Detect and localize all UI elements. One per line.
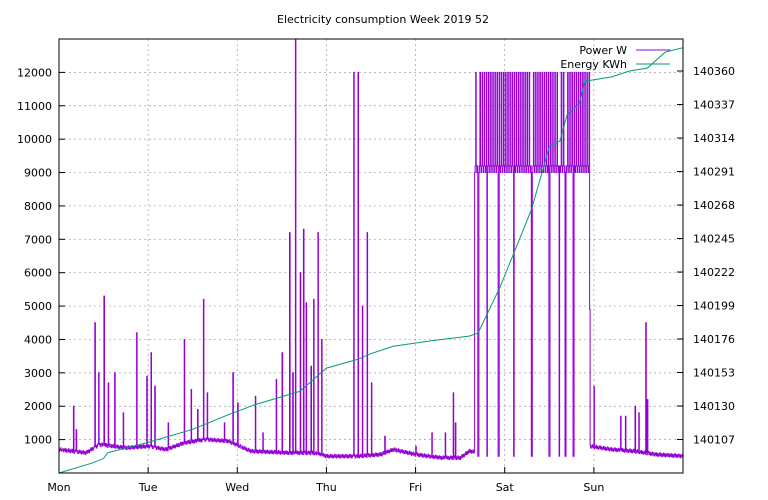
y-right-tick-label: 140291 xyxy=(693,166,735,179)
y-right-tick-label: 140360 xyxy=(693,65,735,78)
y-left-tick-label: 6000 xyxy=(24,267,52,280)
y-left-tick-label: 10000 xyxy=(17,133,52,146)
x-tick-label: Fri xyxy=(409,481,422,494)
x-tick-label: Tue xyxy=(138,481,158,494)
plot-frame xyxy=(58,38,684,474)
energy-line xyxy=(58,47,684,474)
legend: Power W Energy KWh xyxy=(560,44,670,71)
y-right-tick-label: 140337 xyxy=(693,99,735,112)
y-left-tick-label: 3000 xyxy=(24,367,52,380)
y-left-tick-label: 7000 xyxy=(24,233,52,246)
x-tick-label: Thu xyxy=(315,481,337,494)
x-tick-label: Mon xyxy=(47,481,70,494)
y-left-tick-label: 2000 xyxy=(24,400,52,413)
x-tick-label: Sun xyxy=(583,481,604,494)
power-series xyxy=(59,38,684,461)
y-right-tick-label: 140199 xyxy=(693,300,735,313)
energy-series xyxy=(58,47,684,474)
y-left-tick-label: 11000 xyxy=(17,100,52,113)
y-left-tick-label: 1000 xyxy=(24,434,52,447)
grid xyxy=(59,39,683,473)
y-right-tick-label: 140176 xyxy=(693,333,735,346)
chart-title: Electricity consumption Week 2019 52 xyxy=(277,13,489,26)
power-line xyxy=(59,38,684,461)
x-tick-label: Wed xyxy=(225,481,249,494)
y-left-tick-label: 4000 xyxy=(24,333,52,346)
legend-label-power: Power W xyxy=(579,44,627,57)
x-tick-label: Sat xyxy=(496,481,515,494)
legend-label-energy: Energy KWh xyxy=(560,58,627,71)
y-left-tick-label: 12000 xyxy=(17,66,52,79)
y-right-tick-label: 140153 xyxy=(693,367,735,380)
y-right-tick-label: 140314 xyxy=(693,132,735,145)
y-right-tick-label: 140107 xyxy=(693,434,735,447)
axes: 1000 2000 3000 4000 5000 6000 7000 8000 9000 1000… xyxy=(17,38,735,494)
y-left-tick-label: 9000 xyxy=(24,167,52,180)
y-right-tick-label: 140245 xyxy=(693,233,735,246)
y-left-tick-label: 5000 xyxy=(24,300,52,313)
y-right-tick-label: 140130 xyxy=(693,400,735,413)
y-right-tick-label: 140222 xyxy=(693,266,735,279)
y-left-tick-label: 8000 xyxy=(24,200,52,213)
y-right-tick-label: 140268 xyxy=(693,199,735,212)
